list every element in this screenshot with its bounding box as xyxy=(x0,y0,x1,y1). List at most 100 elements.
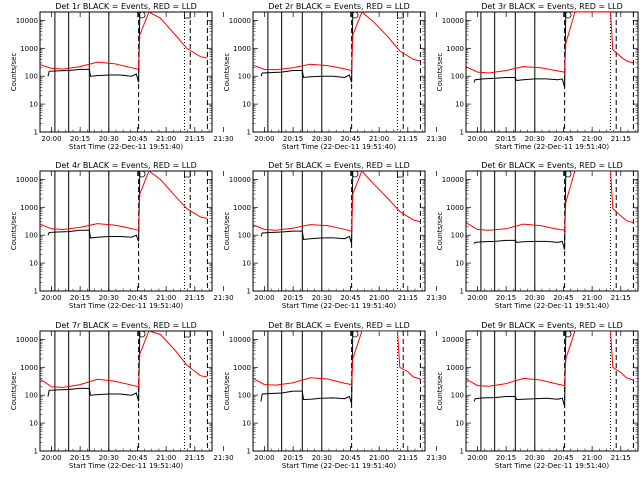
x-tick-label: 20:45 xyxy=(553,294,573,302)
circle-marker xyxy=(351,170,359,178)
x-tick-label: 20:45 xyxy=(340,454,360,462)
x-tick-label: 20:45 xyxy=(127,294,147,302)
x-tick-label: 21:30 xyxy=(426,454,446,462)
events-series-line xyxy=(47,171,141,242)
plot-frame xyxy=(39,330,213,452)
chart-title: Det 1r BLACK = Events, RED = LLD xyxy=(55,2,197,11)
x-axis-label: Start Time (22-Dec-11 19:51:40) xyxy=(282,302,396,310)
plot-area xyxy=(253,171,421,291)
y-tick-label: 1 xyxy=(460,448,464,456)
y-tick-label: 1 xyxy=(247,448,251,456)
x-tick-label: 21:00 xyxy=(582,135,602,143)
events-series-line xyxy=(473,12,567,88)
x-tick-label: 20:15 xyxy=(496,135,516,143)
x-tick-label: 20:30 xyxy=(525,294,545,302)
chart-panel: Det 3r BLACK = Events, RED = LLD 1 10 100 10… xyxy=(436,2,640,151)
x-tick-label: 20:30 xyxy=(312,454,332,462)
y-tick-label: 100 xyxy=(451,73,464,81)
x-tick-label: 20:30 xyxy=(525,454,545,462)
x-tick-label: 20:45 xyxy=(340,135,360,143)
chart-title: Det 3r BLACK = Events, RED = LLD xyxy=(481,2,623,11)
y-tick-label: 1 xyxy=(460,129,464,137)
chart-panel: Det 6r BLACK = Events, RED = LLD 1 10 100 10… xyxy=(436,161,640,310)
x-tick-label: 21:15 xyxy=(611,135,631,143)
x-tick-label: 20:00 xyxy=(467,454,487,462)
lld-series-line xyxy=(40,171,208,231)
y-tick-label: 100 xyxy=(238,392,251,400)
x-tick-label: 21:15 xyxy=(611,454,631,462)
x-tick-label: 21:00 xyxy=(369,135,389,143)
bracket-marker xyxy=(397,13,404,19)
y-tick-label: 10 xyxy=(242,101,251,109)
x-tick-label: 20:30 xyxy=(99,294,119,302)
y-tick-label: 10000 xyxy=(229,336,251,344)
plot-frame xyxy=(252,170,426,292)
y-axis-label: Counts/sec xyxy=(436,372,444,411)
y-tick-label: 1000 xyxy=(20,364,38,372)
y-tick-label: 1 xyxy=(247,129,251,137)
x-tick-label: 20:15 xyxy=(70,135,90,143)
chart-title: Det 6r BLACK = Events, RED = LLD xyxy=(481,161,623,170)
y-tick-label: 10 xyxy=(455,420,464,428)
y-tick-label: 1000 xyxy=(20,204,38,212)
x-tick-label: 21:30 xyxy=(213,294,233,302)
circle-marker xyxy=(138,170,146,178)
x-tick-label: 20:00 xyxy=(254,294,274,302)
plot-area xyxy=(40,12,208,132)
x-tick-label: 20:15 xyxy=(496,454,516,462)
circle-marker xyxy=(351,330,359,338)
x-axis-label: Start Time (22-Dec-11 19:51:40) xyxy=(69,462,183,470)
x-tick-label: 20:45 xyxy=(553,454,573,462)
lld-series-line xyxy=(253,331,421,386)
x-tick-label: 20:15 xyxy=(283,294,303,302)
x-tick-label: 20:00 xyxy=(467,135,487,143)
x-tick-label: 21:15 xyxy=(398,294,418,302)
x-tick-label: 21:15 xyxy=(185,135,205,143)
plot-frame xyxy=(252,330,426,452)
x-tick-label: 20:45 xyxy=(340,294,360,302)
x-tick-label: 21:15 xyxy=(185,454,205,462)
plot-area xyxy=(40,171,208,291)
x-tick-label: 21:00 xyxy=(156,454,176,462)
x-tick-label: 21:30 xyxy=(426,294,446,302)
lld-series-line xyxy=(466,171,634,231)
x-axis-label: Start Time (22-Dec-11 19:51:40) xyxy=(282,143,396,151)
y-tick-label: 1000 xyxy=(446,45,464,53)
y-tick-label: 10000 xyxy=(16,17,38,25)
y-tick-label: 100 xyxy=(25,392,38,400)
lld-series-line xyxy=(466,331,634,387)
plot-frame xyxy=(465,170,639,292)
circle-marker xyxy=(138,11,146,19)
y-axis-label: Counts/sec xyxy=(223,53,231,92)
lld-series-line xyxy=(40,331,208,388)
x-tick-label: 21:00 xyxy=(582,294,602,302)
y-tick-label: 10000 xyxy=(229,176,251,184)
y-tick-label: 1000 xyxy=(20,45,38,53)
y-tick-label: 100 xyxy=(451,392,464,400)
y-tick-label: 10000 xyxy=(442,176,464,184)
x-tick-label: 21:00 xyxy=(369,294,389,302)
events-series-line xyxy=(47,331,141,402)
y-tick-label: 1000 xyxy=(233,364,251,372)
y-axis-label: Counts/sec xyxy=(10,212,18,251)
bracket-marker xyxy=(397,172,404,178)
y-axis-label: Counts/sec xyxy=(436,53,444,92)
x-tick-label: 20:15 xyxy=(70,454,90,462)
x-tick-label: 20:45 xyxy=(553,135,573,143)
y-axis-label: Counts/sec xyxy=(10,372,18,411)
circle-marker xyxy=(564,11,572,19)
bracket-marker xyxy=(184,172,191,178)
x-tick-label: 21:15 xyxy=(398,454,418,462)
x-tick-label: 20:00 xyxy=(254,454,274,462)
y-tick-label: 100 xyxy=(25,232,38,240)
y-tick-label: 10000 xyxy=(16,336,38,344)
y-axis-label: Counts/sec xyxy=(436,212,444,251)
x-tick-label: 21:30 xyxy=(213,135,233,143)
chart-panel: Det 1r BLACK = Events, RED = LLD 1 10 100 10… xyxy=(10,2,234,151)
bracket-marker xyxy=(184,332,191,338)
y-axis-label: Counts/sec xyxy=(10,53,18,92)
plot-area xyxy=(466,171,634,291)
chart-panel: Det 9r BLACK = Events, RED = LLD 1 10 100 10… xyxy=(436,321,640,470)
x-axis-label: Start Time (22-Dec-11 19:51:40) xyxy=(282,462,396,470)
